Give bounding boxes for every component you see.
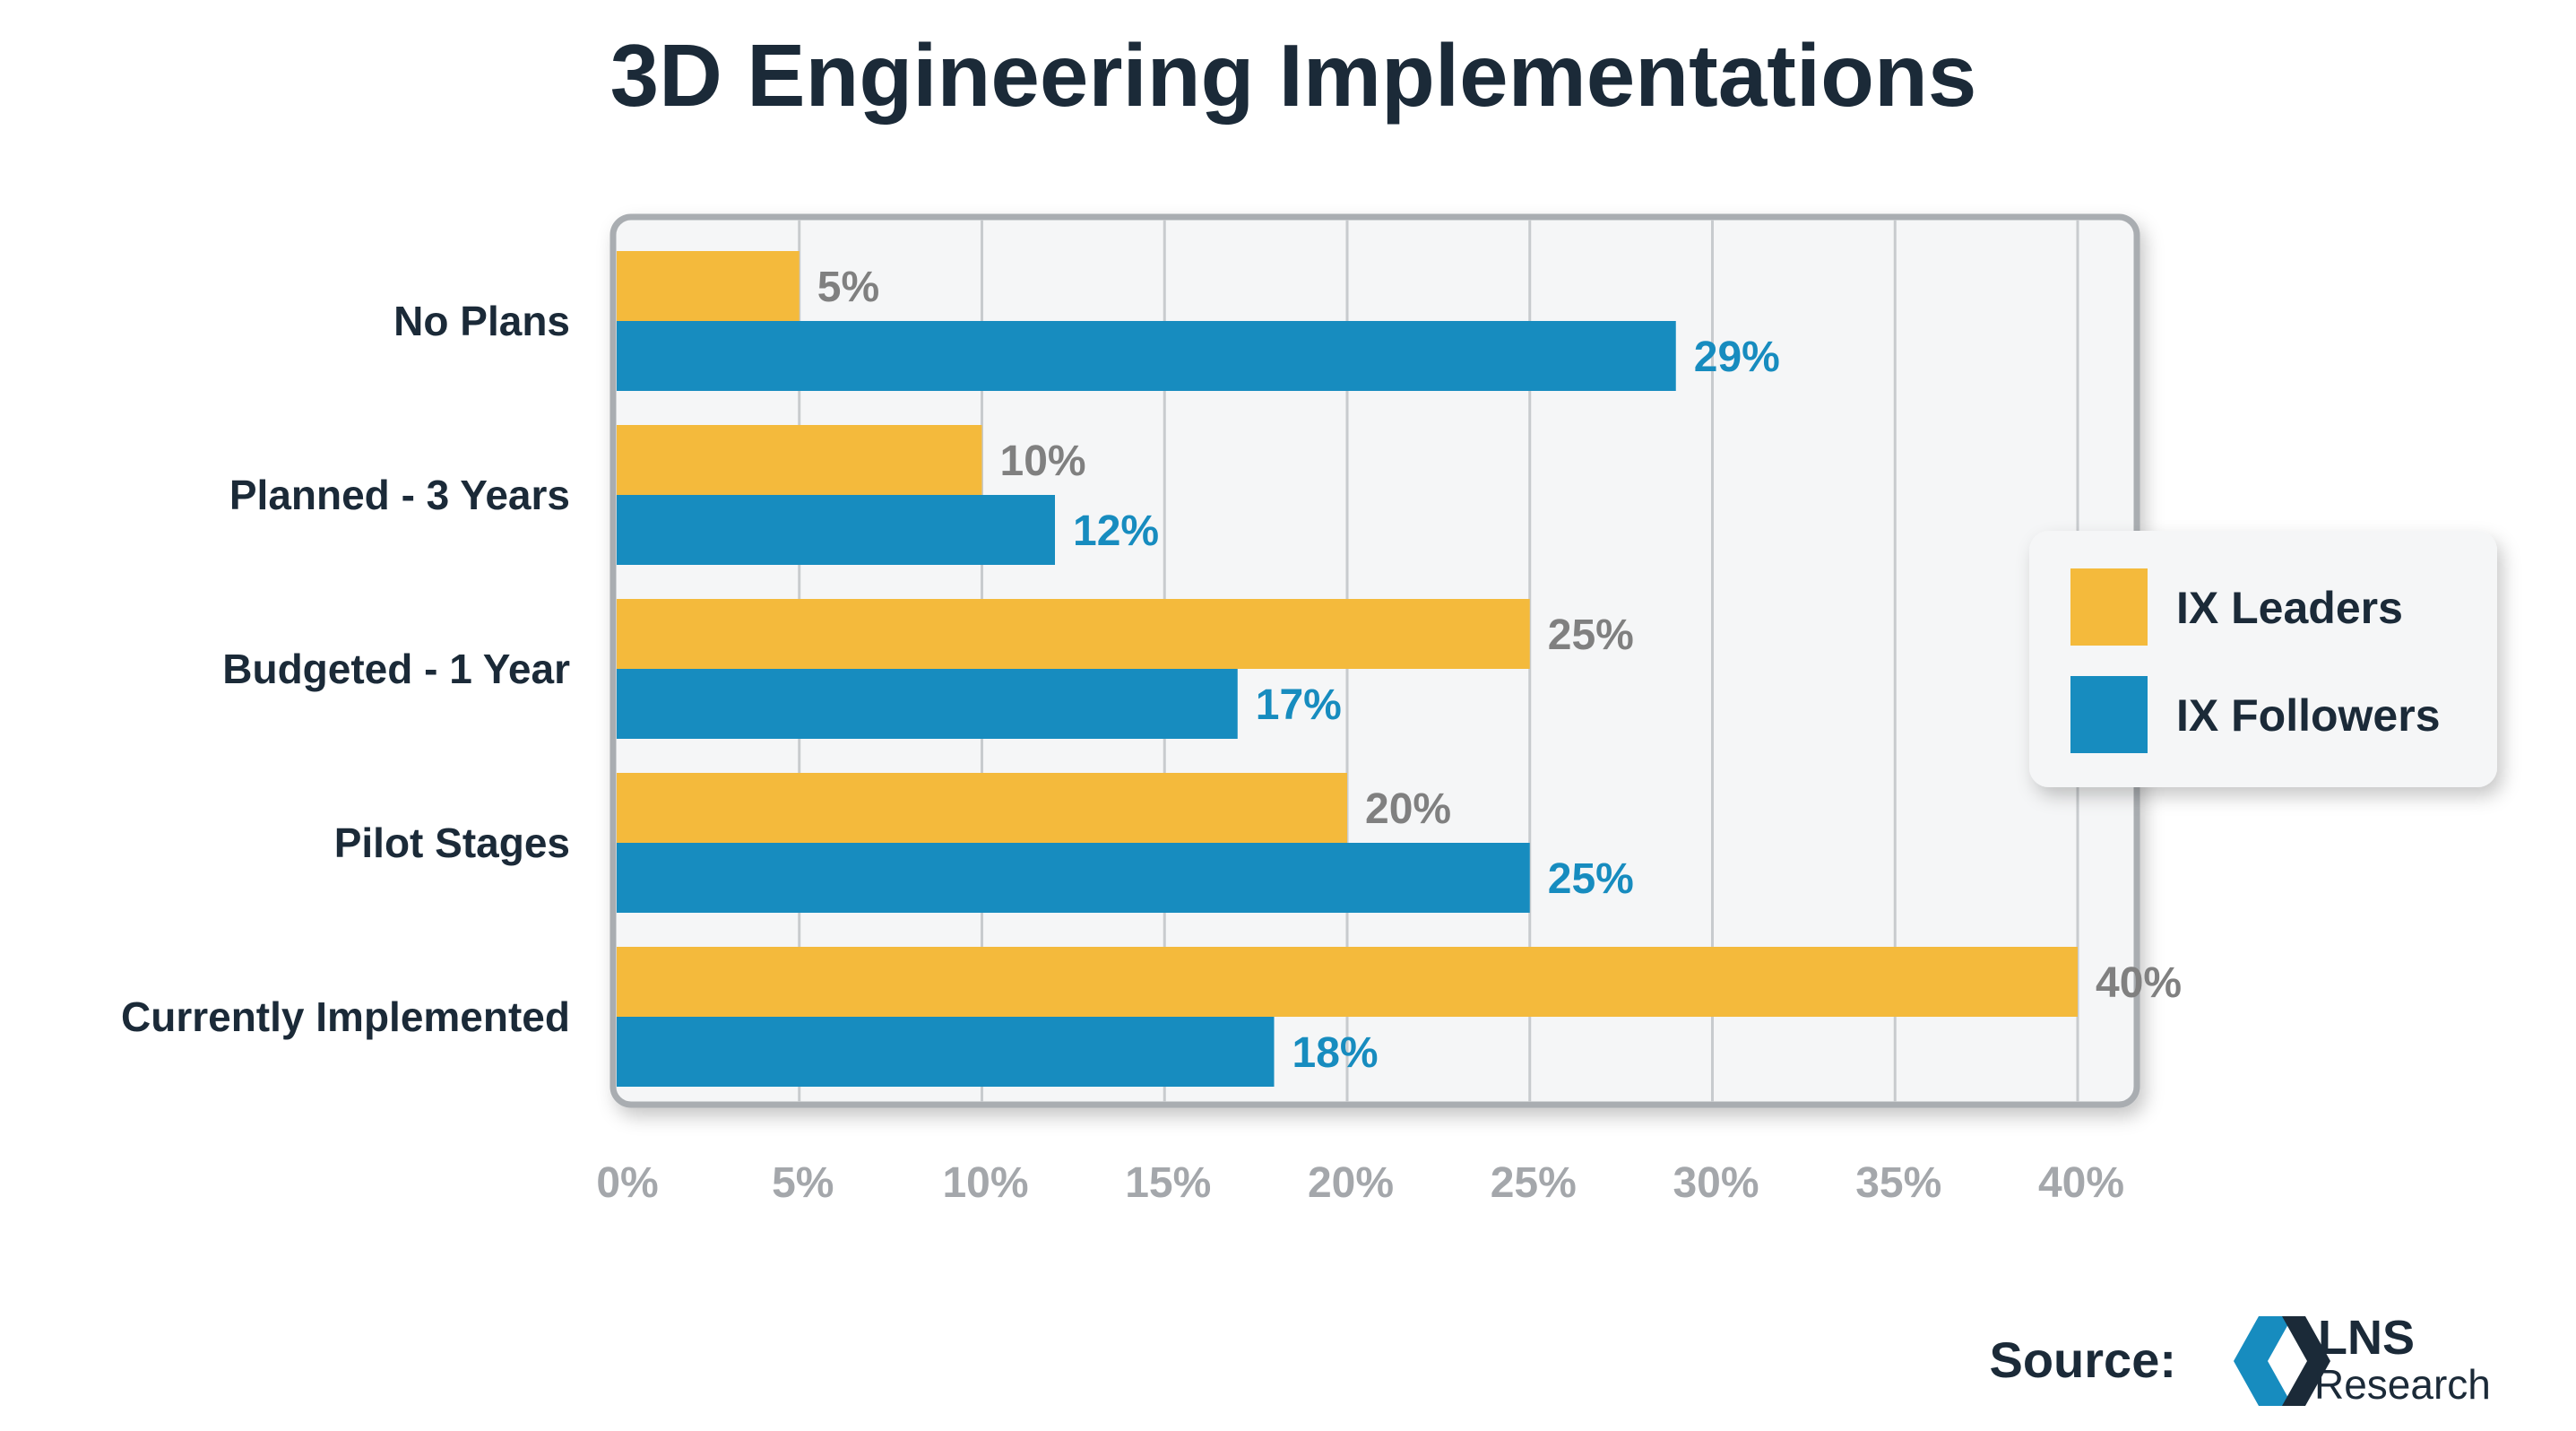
value-label-ix-followers-budgeted-1-year: 17%	[1256, 681, 1342, 729]
value-label-ix-followers-currently-implemented: 18%	[1292, 1029, 1379, 1077]
x-tick-label-35: 35%	[1855, 1159, 1941, 1207]
category-labels: No Plans Planned - 3 Years Budgeted - 1 Ye…	[121, 298, 570, 1040]
x-tick-label-30: 30%	[1673, 1159, 1759, 1207]
logo-text-lns: LNS	[2318, 1311, 2415, 1365]
lns-logo-mark-icon	[2234, 1316, 2293, 1406]
category-label-planned-3-years: Planned - 3 Years	[229, 472, 570, 518]
bar-ix-leaders-no-plans	[617, 251, 800, 321]
value-label-ix-followers-pilot-stages: 25%	[1548, 855, 1634, 903]
value-labels: 5% 29% 10% 12% 25% 17% 20% 25% 40% 18%	[817, 264, 2182, 1077]
legend-swatch-ix-leaders	[2070, 568, 2148, 646]
bar-ix-followers-currently-implemented	[617, 1017, 1275, 1087]
value-label-ix-leaders-no-plans: 5%	[817, 264, 879, 311]
bar-ix-followers-planned-3-years	[617, 495, 1055, 565]
value-label-ix-leaders-currently-implemented: 40%	[2096, 959, 2182, 1007]
lns-logo: LNS Research	[2234, 1311, 2491, 1408]
x-tick-label-5: 5%	[772, 1159, 834, 1207]
logo-text-research: Research	[2314, 1361, 2491, 1408]
bar-ix-leaders-budgeted-1-year	[617, 599, 1530, 669]
x-tick-label-15: 15%	[1125, 1159, 1211, 1207]
chart-title: 3D Engineering Implementations	[610, 26, 1977, 125]
value-label-ix-leaders-planned-3-years: 10%	[1000, 438, 1086, 485]
x-tick-label-20: 20%	[1308, 1159, 1394, 1207]
x-tick-label-0: 0%	[596, 1159, 658, 1207]
bar-ix-followers-no-plans	[617, 321, 1676, 391]
lns-logo-mark-right-icon	[2282, 1316, 2330, 1406]
bars	[617, 251, 2078, 1087]
bar-ix-leaders-currently-implemented	[617, 947, 2078, 1017]
source-credit: Source: LNS Research	[1990, 1311, 2491, 1408]
category-label-no-plans: No Plans	[393, 298, 570, 344]
bar-ix-followers-budgeted-1-year	[617, 669, 1238, 739]
legend-swatch-ix-followers	[2070, 676, 2148, 753]
bar-ix-leaders-pilot-stages	[617, 773, 1347, 843]
legend-label-ix-followers: IX Followers	[2176, 690, 2441, 741]
value-label-ix-followers-planned-3-years: 12%	[1073, 507, 1159, 555]
category-label-currently-implemented: Currently Implemented	[121, 993, 570, 1040]
category-label-budgeted-1-year: Budgeted - 1 Year	[222, 646, 570, 692]
bar-ix-followers-pilot-stages	[617, 843, 1530, 913]
legend: IX Leaders IX Followers	[2029, 531, 2497, 787]
value-label-ix-leaders-pilot-stages: 20%	[1365, 785, 1451, 833]
legend-label-ix-leaders: IX Leaders	[2176, 583, 2403, 633]
x-axis-ticks: 0% 5% 10% 15% 20% 25% 30% 35% 40%	[596, 1159, 2124, 1207]
value-label-ix-followers-no-plans: 29%	[1694, 334, 1780, 381]
bar-ix-leaders-planned-3-years	[617, 425, 982, 495]
value-label-ix-leaders-budgeted-1-year: 25%	[1548, 611, 1634, 659]
x-tick-label-40: 40%	[2038, 1159, 2124, 1207]
source-label: Source:	[1990, 1331, 2177, 1388]
category-label-pilot-stages: Pilot Stages	[334, 820, 570, 866]
x-tick-label-25: 25%	[1491, 1159, 1577, 1207]
x-tick-label-10: 10%	[942, 1159, 1028, 1207]
